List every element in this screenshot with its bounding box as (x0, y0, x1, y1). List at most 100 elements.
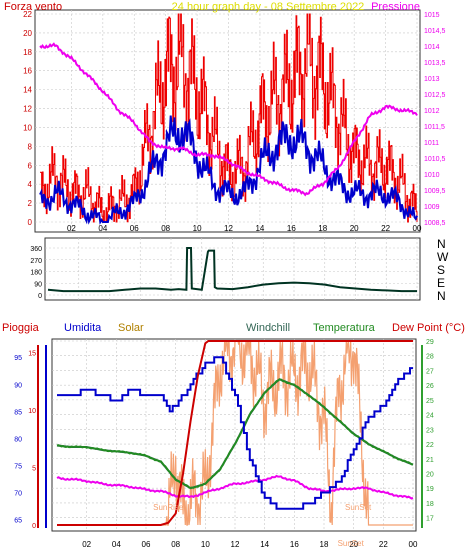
humidity-tick-label: 80 (14, 436, 22, 443)
temperature-series (56, 378, 414, 489)
temp-tick-label: 28 (426, 354, 434, 361)
x-tick-label: 10 (201, 540, 210, 549)
x-tick-label: 20 (349, 540, 358, 549)
x-tick-label: 22 (379, 540, 388, 549)
wind-plot-area (34, 9, 421, 233)
x-tick-label: 14 (260, 540, 269, 549)
x-tick-label: 10 (193, 224, 202, 233)
sun-annotation: SunSet (345, 503, 372, 512)
chart-title: 24 hour graph day - 08 Settembre 2022 (172, 1, 365, 13)
x-tick-label: 02 (82, 540, 91, 549)
temp-tick-label: 17 (426, 516, 434, 523)
humidity-tick-label: 75 (14, 463, 22, 470)
pressure-tick-label: 1010,5 (424, 156, 446, 163)
x-tick-label: 12 (231, 540, 240, 549)
wind-avg-series (39, 115, 418, 225)
temp-tick-label: 23 (426, 427, 434, 434)
humidity-tick-label: 95 (14, 355, 22, 362)
humidity-tick-label: 65 (14, 518, 22, 525)
temp-tick-label: 19 (426, 486, 434, 493)
pressure-tick-label: 1014,5 (424, 28, 446, 35)
pressure-tick-label: 1010 (424, 172, 440, 179)
pressure-tick-label: 1009,5 (424, 188, 446, 195)
wind-tick-label: 8 (28, 142, 33, 151)
direction-tick-label: 270 (30, 258, 42, 265)
direction-tick-label: 0 (38, 293, 42, 300)
temp-tick-label: 21 (426, 457, 434, 464)
humidity-series (57, 356, 413, 510)
x-tick-label: 00 (413, 224, 422, 233)
temp-tick-label: 26 (426, 383, 434, 390)
x-tick-label: 18 (318, 224, 327, 233)
series-header: Windchill (246, 322, 290, 334)
x-tick-label: 02 (67, 224, 76, 233)
x-tick-label: 04 (112, 540, 121, 549)
x-tick-label: 20 (350, 224, 359, 233)
wind-tick-label: 22 (23, 10, 32, 19)
x-tick-label: 08 (161, 224, 170, 233)
wind-axis-label: Forza vento (4, 1, 62, 13)
rain-tick-label: 5 (32, 466, 36, 473)
pressure-tick-label: 1013 (424, 76, 440, 83)
x-tick-label: 12 (224, 224, 233, 233)
temp-tick-label: 22 (426, 442, 434, 449)
wind-tick-label: 12 (23, 105, 32, 114)
sun-annotation: SunSet (338, 539, 365, 548)
humidity-tick-label: 85 (14, 409, 22, 416)
wind-tick-label: 0 (28, 218, 33, 227)
series-header: Temperatura (313, 322, 376, 334)
x-tick-label: 14 (255, 224, 264, 233)
series-header: Umidita (64, 322, 102, 334)
temp-tick-label: 20 (426, 471, 434, 478)
x-tick-label: 18 (320, 540, 329, 549)
series-header: Dew Point (°C) (392, 322, 465, 334)
direction-tick-label: 180 (30, 270, 42, 277)
wind-tick-label: 4 (28, 180, 33, 189)
rain-tick-label: 10 (28, 408, 36, 415)
direction-tick-label: 90 (34, 281, 42, 288)
temp-tick-label: 27 (426, 368, 434, 375)
x-tick-label: 06 (142, 540, 151, 549)
temp-tick-label: 25 (426, 398, 434, 405)
sun-annotation: SunRise (153, 503, 184, 512)
pressure-tick-label: 1009 (424, 204, 440, 211)
pressure-series (39, 42, 418, 197)
wind-tick-label: 16 (23, 67, 32, 76)
pressure-axis-label: Pressione (371, 1, 420, 13)
rain-tick-label: 15 (28, 351, 36, 358)
wind-tick-label: 10 (23, 123, 32, 132)
pressure-tick-label: 1008,5 (424, 220, 446, 227)
humidity-tick-label: 70 (14, 491, 22, 498)
pressure-tick-label: 1011,5 (424, 124, 445, 131)
dewpoint-series (56, 474, 414, 500)
weather-panel: 0 5 10 15 65 70 75 80 85 90 95 17 18 19 20 21 22 23 24 25… (2, 322, 465, 549)
series-header: Solar (118, 322, 144, 334)
temp-tick-label: 18 (426, 501, 434, 508)
humidity-tick-label: 90 (14, 382, 22, 389)
wind-tick-label: 18 (23, 48, 32, 57)
direction-compass-label: E (437, 276, 445, 290)
pressure-tick-label: 1011 (424, 140, 439, 147)
wind-direction-series (47, 247, 417, 293)
pressure-tick-label: 1014 (424, 44, 440, 51)
x-tick-label: 16 (287, 224, 296, 233)
direction-compass-label: W (437, 250, 449, 264)
wind-tick-label: 6 (28, 161, 33, 170)
rain-series (57, 340, 413, 526)
series-header: Pioggia (2, 322, 40, 334)
pressure-tick-label: 1013,5 (424, 60, 446, 67)
x-tick-label: 00 (409, 540, 418, 549)
wind-tick-label: 2 (28, 199, 33, 208)
direction-tick-label: 360 (30, 246, 42, 253)
x-tick-label: 08 (171, 540, 180, 549)
pressure-tick-label: 1012 (424, 108, 440, 115)
x-tick-label: 04 (98, 224, 107, 233)
x-tick-label: 16 (290, 540, 299, 549)
temp-tick-label: 24 (426, 413, 434, 420)
x-tick-label: 06 (130, 224, 139, 233)
direction-compass-label: S (437, 263, 445, 277)
rain-tick-label: 0 (32, 523, 36, 530)
